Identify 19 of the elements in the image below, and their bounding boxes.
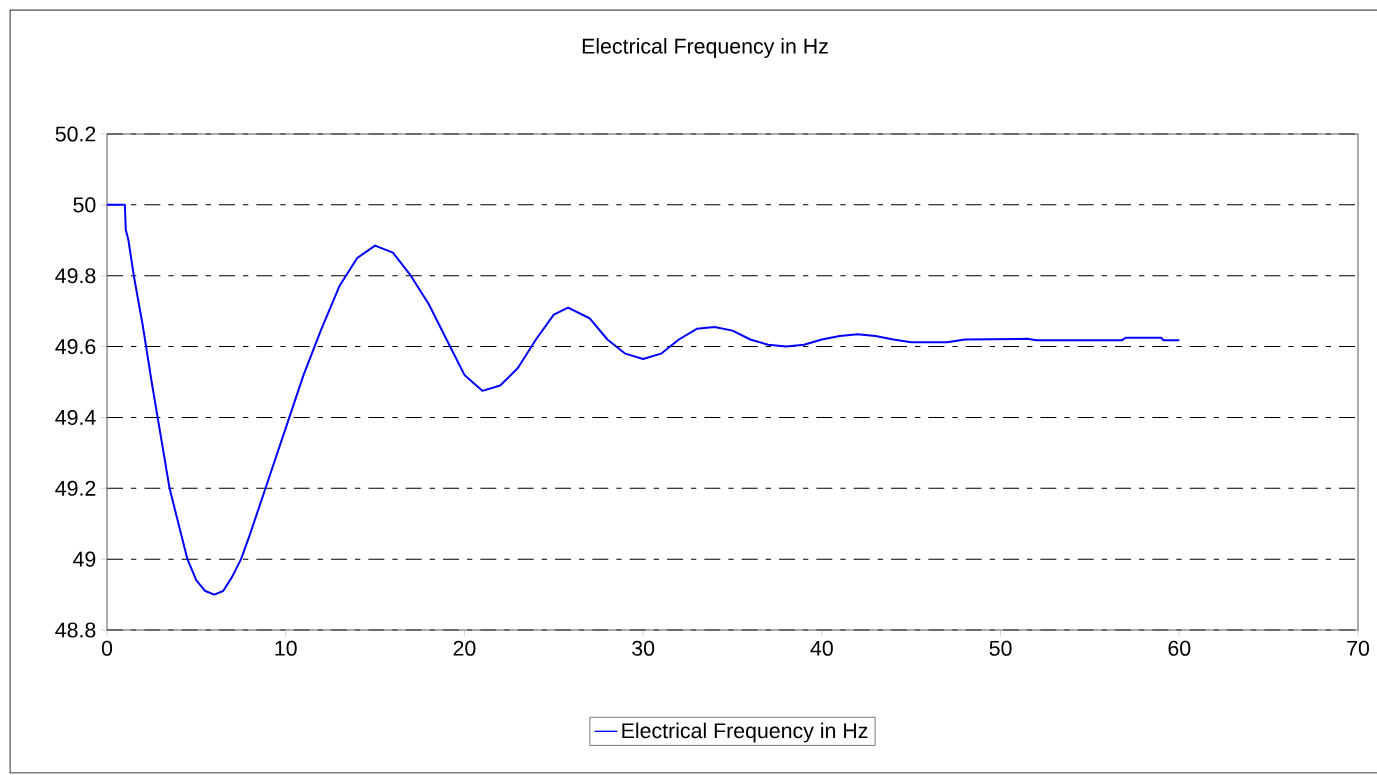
x-tick-label: 10 xyxy=(275,640,297,656)
x-tick-label: 0 xyxy=(101,640,113,656)
x-tick-label: 30 xyxy=(632,640,655,656)
line-series xyxy=(106,203,1181,596)
y-tick-label: 49 xyxy=(73,551,96,567)
legend-label: Electrical Frequency in Hz xyxy=(622,722,868,743)
y-tick-label: 48.8 xyxy=(55,622,96,638)
y-tick-label: 49.6 xyxy=(55,339,96,355)
chart-title: Electrical Frequency in Hz xyxy=(582,38,828,58)
x-tick-label: 50 xyxy=(989,640,1012,656)
y-tick-label: 49.4 xyxy=(55,409,96,425)
y-tick-label: 50 xyxy=(73,197,96,213)
x-tick-label: 20 xyxy=(453,640,476,656)
x-tick-label: 40 xyxy=(810,640,833,656)
y-tick-label: 49.8 xyxy=(55,268,96,284)
y-tick-label: 50.2 xyxy=(55,126,96,142)
x-tick-label: 60 xyxy=(1168,640,1191,656)
x-tick-label: 70 xyxy=(1347,640,1370,656)
y-tick-label: 49.2 xyxy=(55,480,96,496)
